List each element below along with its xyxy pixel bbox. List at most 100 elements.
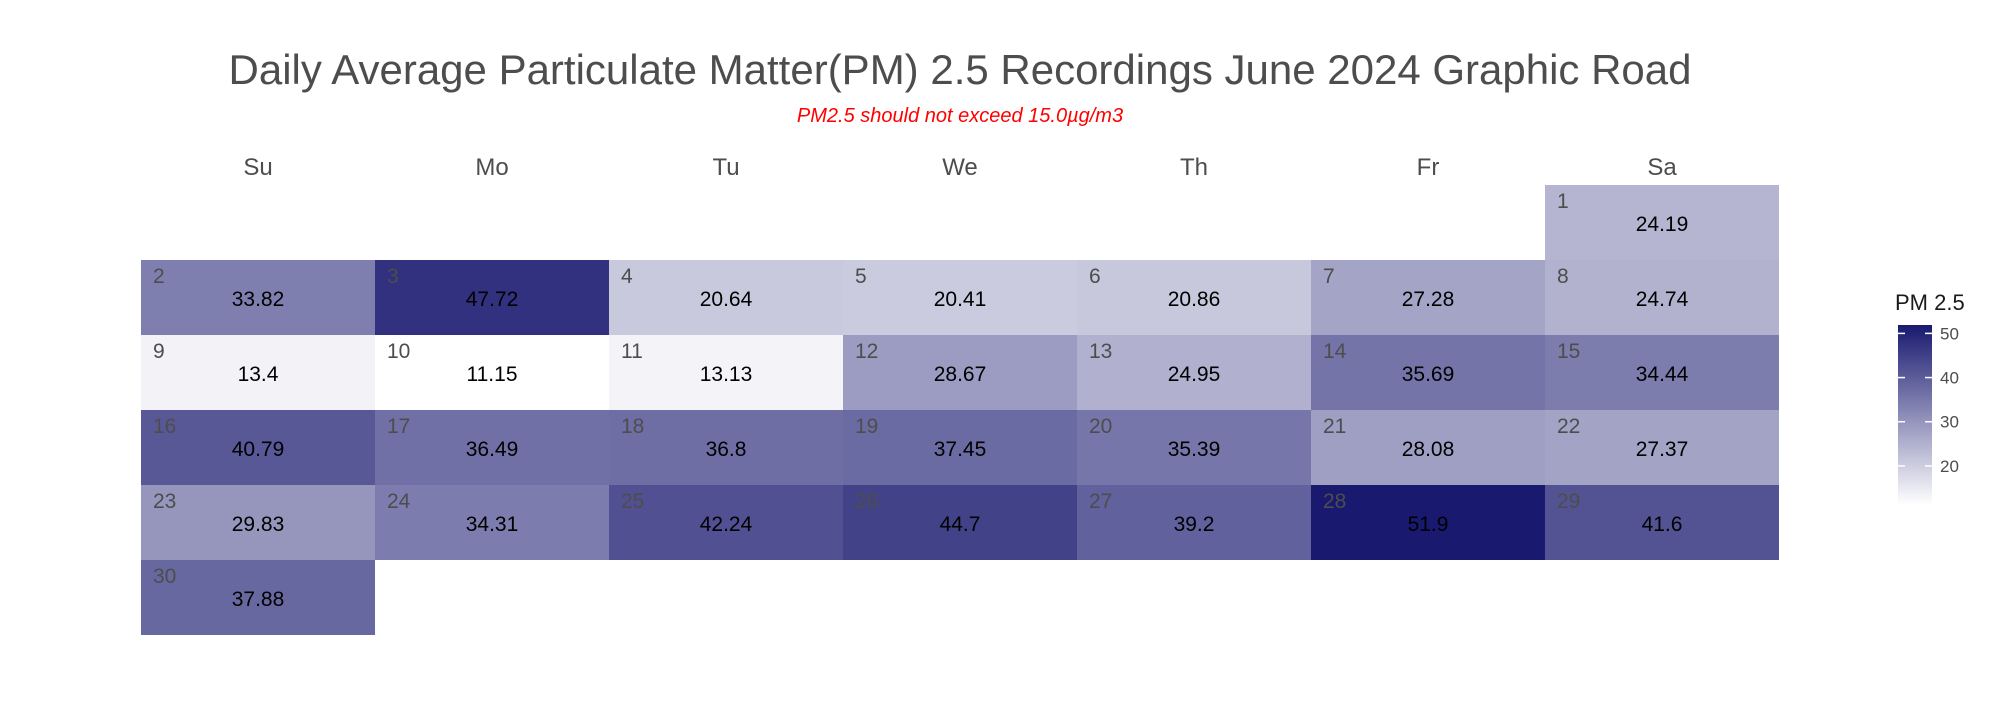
weekday-label: Su bbox=[243, 154, 272, 181]
day-cell-fill bbox=[1545, 260, 1779, 335]
day-value: 28.67 bbox=[934, 363, 987, 386]
day-cell: 21 28.08 bbox=[1311, 410, 1545, 485]
weekday-header: Su Mo Tu We Th Fr Sa bbox=[243, 154, 1677, 181]
day-cell: 913.4 bbox=[141, 335, 375, 410]
day-cell: 10 11.15 bbox=[375, 335, 609, 410]
day-number: 16 bbox=[153, 415, 176, 438]
day-cell: 26 44.7 bbox=[843, 485, 1077, 560]
day-number: 10 bbox=[387, 340, 410, 363]
day-cell-fill bbox=[375, 260, 609, 335]
day-cell-fill bbox=[1545, 410, 1779, 485]
day-value: 13.4 bbox=[238, 363, 279, 386]
day-cell-fill bbox=[375, 410, 609, 485]
day-number: 3 bbox=[387, 265, 399, 288]
day-value: 20.64 bbox=[700, 288, 753, 311]
day-cell-fill bbox=[843, 410, 1077, 485]
day-cell-fill bbox=[375, 485, 609, 560]
day-cell: 23 29.83 bbox=[141, 485, 375, 560]
legend-colorbar bbox=[1898, 325, 1932, 505]
day-number: 25 bbox=[621, 490, 644, 513]
day-cell: 420.64 bbox=[609, 260, 843, 335]
day-cell-fill bbox=[1077, 410, 1311, 485]
day-cell-fill bbox=[843, 485, 1077, 560]
day-cell: 12 28.67 bbox=[843, 335, 1077, 410]
weekday-label: Th bbox=[1180, 154, 1208, 181]
day-value: 24.95 bbox=[1168, 363, 1221, 386]
chart-subtitle: PM2.5 should not exceed 15.0µg/m3 bbox=[796, 105, 1124, 127]
day-number: 13 bbox=[1089, 340, 1112, 363]
day-cell-fill bbox=[1545, 335, 1779, 410]
day-number: 7 bbox=[1323, 265, 1335, 288]
day-cell: 18 36.8 bbox=[609, 410, 843, 485]
day-cell: 22 27.37 bbox=[1545, 410, 1779, 485]
weekday-label: Tu bbox=[712, 154, 739, 181]
day-value: 33.82 bbox=[232, 288, 285, 311]
day-value: 34.44 bbox=[1636, 363, 1689, 386]
weekday-label: Mo bbox=[475, 154, 508, 181]
legend-tick-label: 20 bbox=[1940, 457, 1959, 476]
day-cell-fill bbox=[141, 260, 375, 335]
day-value: 47.72 bbox=[466, 288, 519, 311]
day-number: 19 bbox=[855, 415, 878, 438]
day-cell-fill bbox=[1077, 260, 1311, 335]
day-number: 1 bbox=[1557, 190, 1569, 213]
day-number: 24 bbox=[387, 490, 411, 513]
day-value: 27.37 bbox=[1636, 438, 1689, 461]
day-number: 27 bbox=[1089, 490, 1112, 513]
day-cell: 20 35.39 bbox=[1077, 410, 1311, 485]
weekday-label: We bbox=[942, 154, 978, 181]
day-cell-fill bbox=[609, 485, 843, 560]
day-cell-fill bbox=[1077, 335, 1311, 410]
day-number: 15 bbox=[1557, 340, 1580, 363]
day-value: 34.31 bbox=[466, 513, 519, 536]
day-value: 36.8 bbox=[706, 438, 747, 461]
day-cell: 520.41 bbox=[843, 260, 1077, 335]
day-value: 42.24 bbox=[700, 513, 753, 536]
day-value: 13.13 bbox=[700, 363, 753, 386]
day-cell: 15 34.44 bbox=[1545, 335, 1779, 410]
day-number: 20 bbox=[1089, 415, 1112, 438]
day-value: 35.39 bbox=[1168, 438, 1221, 461]
day-cell: 25 42.24 bbox=[609, 485, 843, 560]
day-number: 23 bbox=[153, 490, 176, 513]
day-cell: 27 39.2 bbox=[1077, 485, 1311, 560]
day-cell-fill bbox=[1545, 485, 1779, 560]
day-number: 11 bbox=[621, 340, 643, 363]
day-value: 37.45 bbox=[934, 438, 987, 461]
day-number: 4 bbox=[621, 265, 633, 288]
day-cell: 28 51.9 bbox=[1311, 485, 1545, 560]
day-number: 17 bbox=[387, 415, 410, 438]
day-cell: 233.82 bbox=[141, 260, 375, 335]
day-cell-fill bbox=[1311, 410, 1545, 485]
day-cell: 14 35.69 bbox=[1311, 335, 1545, 410]
day-cell-fill bbox=[141, 560, 375, 635]
day-cell: 727.28 bbox=[1311, 260, 1545, 335]
weekday-label: Fr bbox=[1417, 154, 1440, 181]
day-cell-fill bbox=[141, 335, 375, 410]
day-number: 6 bbox=[1089, 265, 1101, 288]
day-cell: 13 24.95 bbox=[1077, 335, 1311, 410]
day-cell-fill bbox=[843, 260, 1077, 335]
legend-title: PM 2.5 bbox=[1895, 290, 1965, 315]
day-cell: 29 41.6 bbox=[1545, 485, 1779, 560]
day-value: 29.83 bbox=[232, 513, 285, 536]
day-number: 18 bbox=[621, 415, 644, 438]
day-number: 28 bbox=[1323, 490, 1346, 513]
day-cell-fill bbox=[1311, 335, 1545, 410]
day-number: 14 bbox=[1323, 340, 1347, 363]
day-cell: 19 37.45 bbox=[843, 410, 1077, 485]
day-cell-fill bbox=[1311, 485, 1545, 560]
day-cell-fill bbox=[1077, 485, 1311, 560]
day-cell: 824.74 bbox=[1545, 260, 1779, 335]
day-cell: 30 37.88 bbox=[141, 560, 375, 635]
day-value: 35.69 bbox=[1402, 363, 1455, 386]
day-value: 51.9 bbox=[1408, 513, 1449, 536]
day-value: 37.88 bbox=[232, 588, 285, 611]
day-cell-fill bbox=[1545, 185, 1779, 260]
day-cell-fill bbox=[1311, 260, 1545, 335]
day-number: 2 bbox=[153, 265, 165, 288]
day-value: 24.19 bbox=[1636, 213, 1689, 236]
day-cell-fill bbox=[609, 260, 843, 335]
day-number: 30 bbox=[153, 565, 176, 588]
